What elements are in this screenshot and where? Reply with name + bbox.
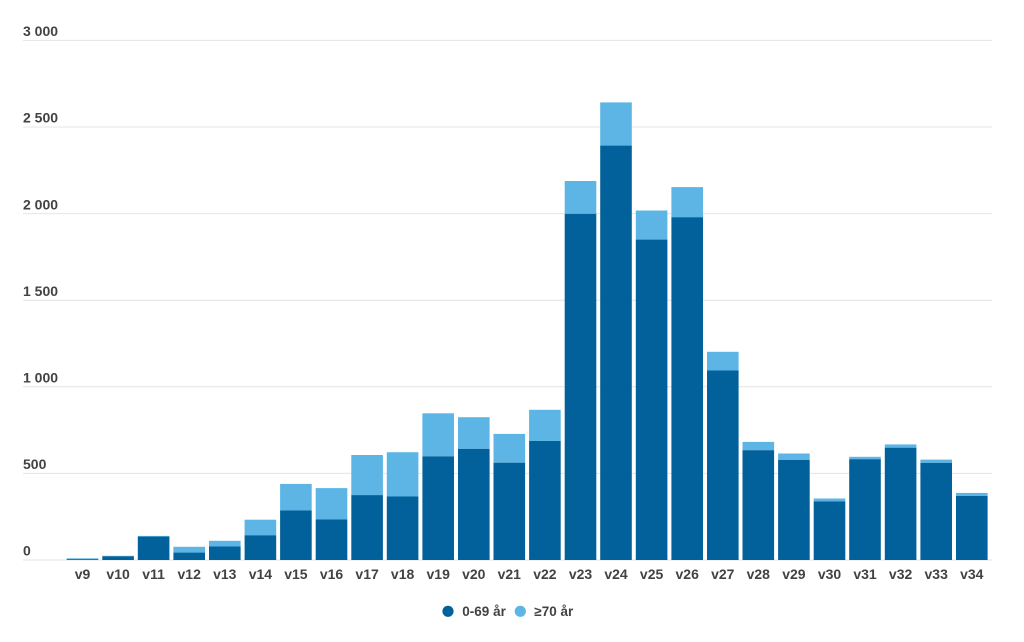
svg-text:v13: v13 xyxy=(213,566,237,582)
svg-text:v9: v9 xyxy=(75,566,91,582)
svg-text:v34: v34 xyxy=(960,566,984,582)
svg-text:v23: v23 xyxy=(569,566,593,582)
svg-text:v30: v30 xyxy=(818,566,842,582)
svg-text:v17: v17 xyxy=(355,566,379,582)
svg-text:2 500: 2 500 xyxy=(23,110,58,126)
svg-text:0: 0 xyxy=(23,543,31,559)
svg-text:v22: v22 xyxy=(533,566,557,582)
svg-text:v21: v21 xyxy=(498,566,522,582)
svg-text:v16: v16 xyxy=(320,566,344,582)
svg-text:v10: v10 xyxy=(106,566,130,582)
svg-text:v25: v25 xyxy=(640,566,664,582)
svg-text:1 000: 1 000 xyxy=(23,370,58,386)
svg-text:v14: v14 xyxy=(249,566,273,582)
svg-text:v18: v18 xyxy=(391,566,415,582)
svg-text:v27: v27 xyxy=(711,566,735,582)
svg-text:0-69 år: 0-69 år xyxy=(462,604,506,619)
svg-text:v24: v24 xyxy=(604,566,628,582)
svg-text:v33: v33 xyxy=(925,566,949,582)
svg-text:v12: v12 xyxy=(178,566,202,582)
svg-text:v26: v26 xyxy=(676,566,700,582)
svg-text:500: 500 xyxy=(23,456,47,472)
svg-text:v19: v19 xyxy=(427,566,451,582)
svg-text:v28: v28 xyxy=(747,566,771,582)
svg-text:v31: v31 xyxy=(853,566,877,582)
svg-text:v15: v15 xyxy=(284,566,308,582)
svg-text:v29: v29 xyxy=(782,566,806,582)
svg-text:≥70 år: ≥70 år xyxy=(534,604,574,619)
svg-text:2 000: 2 000 xyxy=(23,196,58,212)
svg-text:1 500: 1 500 xyxy=(23,283,58,299)
svg-text:v20: v20 xyxy=(462,566,486,582)
svg-text:v32: v32 xyxy=(889,566,913,582)
svg-text:v11: v11 xyxy=(142,566,165,582)
svg-text:3 000: 3 000 xyxy=(23,23,58,39)
